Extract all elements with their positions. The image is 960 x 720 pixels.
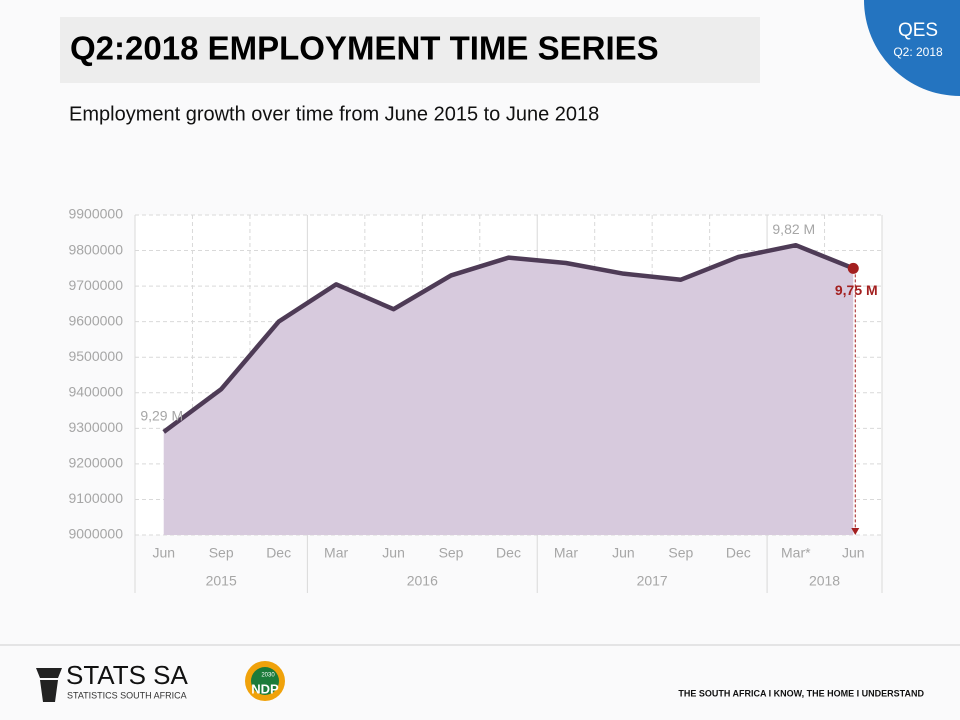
badge-name: QES — [898, 20, 938, 41]
ndp-year: 2030 — [261, 673, 275, 679]
title-box — [60, 17, 760, 83]
subtitle: Employment growth over time from June 20… — [69, 103, 599, 125]
x-tick-label: Sep — [668, 545, 693, 561]
tagline: THE SOUTH AFRICA I KNOW, THE HOME I UNDE… — [678, 688, 924, 698]
x-tick-label: Sep — [209, 545, 234, 561]
ndp-logo: NDP 2030 — [245, 661, 285, 701]
ndp-text: NDP — [251, 681, 279, 696]
y-tick-label: 9700000 — [68, 277, 123, 293]
data-label: 9,82 M — [772, 221, 815, 237]
y-tick-label: 9500000 — [68, 348, 123, 364]
badge-period: Q2: 2018 — [893, 45, 943, 59]
chart: 9000000 9100000 9200000 9300000 9400000 95000… — [68, 206, 883, 593]
x-tick-label: Mar — [554, 545, 578, 561]
x-tick-label: Mar* — [781, 545, 811, 561]
x-tick-label: Jun — [152, 545, 175, 561]
x-tick-label: Sep — [439, 545, 464, 561]
y-tick-label: 9400000 — [68, 383, 123, 399]
y-tick-label: 9800000 — [68, 241, 123, 257]
y-tick-label: 9100000 — [68, 490, 123, 506]
area — [163, 245, 854, 535]
x-tick-label: Jun — [612, 545, 635, 561]
data-label: 9,75 M — [835, 282, 878, 298]
x-tick-label: Mar — [324, 545, 348, 561]
arrow-head — [851, 528, 860, 535]
stats-sa-logo: STATS SA STATISTICS SOUTH AFRICA — [36, 660, 188, 702]
x-tick-label: Dec — [726, 545, 751, 561]
badge — [864, 0, 960, 96]
logo-subtext: STATISTICS SOUTH AFRICA — [67, 690, 187, 700]
y-tick-label: 9300000 — [68, 419, 123, 435]
y-tick-label: 9900000 — [68, 206, 123, 222]
slide-title: Q2:2018 EMPLOYMENT TIME SERIES — [70, 30, 659, 67]
x-tick-label: Dec — [266, 545, 291, 561]
x-group-label: 2016 — [407, 573, 438, 589]
line — [162, 242, 855, 434]
y-tick-label: 9600000 — [68, 312, 123, 328]
x-group-label: 2015 — [206, 573, 237, 589]
y-tick-label: 9200000 — [68, 455, 123, 471]
x-group-label: 2018 — [809, 573, 840, 589]
data-label: 9,29 M — [140, 408, 183, 424]
logo-text: STATS SA — [66, 660, 188, 690]
x-tick-label: Jun — [382, 545, 405, 561]
x-group-label: 2017 — [637, 573, 668, 589]
highlight-point — [847, 262, 859, 274]
x-tick-label: Dec — [496, 545, 521, 561]
y-tick-label: 9000000 — [68, 526, 123, 542]
x-tick-label: Jun — [842, 545, 865, 561]
